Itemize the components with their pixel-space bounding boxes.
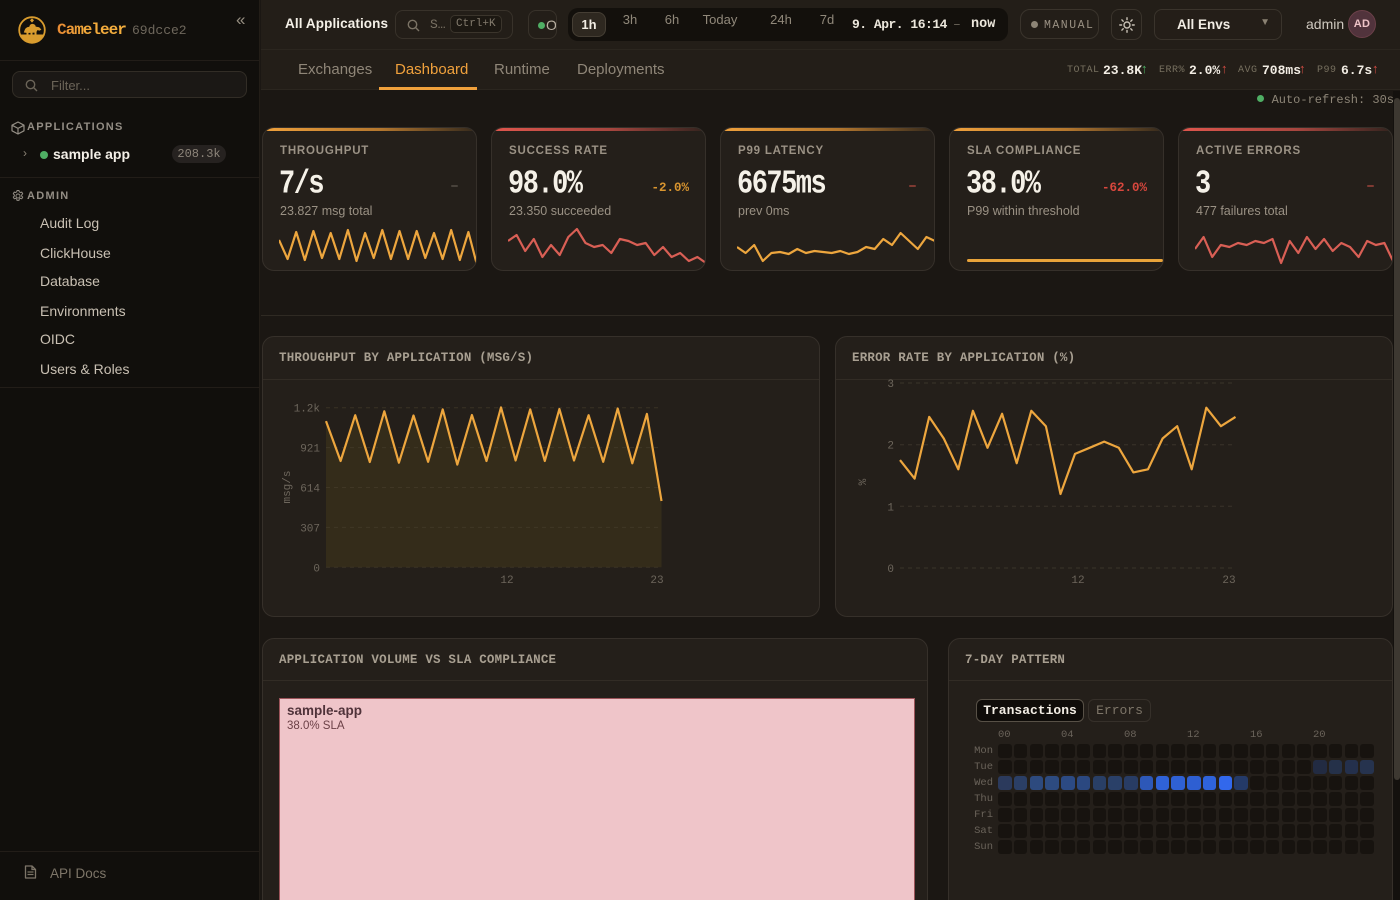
svg-text:%: % bbox=[858, 478, 870, 485]
svg-text:23: 23 bbox=[650, 575, 663, 587]
svg-text:23: 23 bbox=[1222, 575, 1235, 587]
svg-text:0: 0 bbox=[313, 563, 320, 575]
svg-text:1.2k: 1.2k bbox=[294, 404, 321, 416]
svg-text:0: 0 bbox=[887, 564, 894, 576]
svg-text:614: 614 bbox=[300, 484, 320, 496]
svg-text:3: 3 bbox=[887, 379, 894, 391]
svg-text:1: 1 bbox=[887, 502, 894, 514]
svg-text:307: 307 bbox=[300, 523, 320, 535]
svg-text:2: 2 bbox=[887, 441, 894, 453]
svg-text:921: 921 bbox=[300, 444, 320, 456]
svg-text:12: 12 bbox=[1071, 575, 1084, 587]
svg-text:12: 12 bbox=[500, 575, 513, 587]
svg-text:msg/s: msg/s bbox=[282, 470, 294, 503]
